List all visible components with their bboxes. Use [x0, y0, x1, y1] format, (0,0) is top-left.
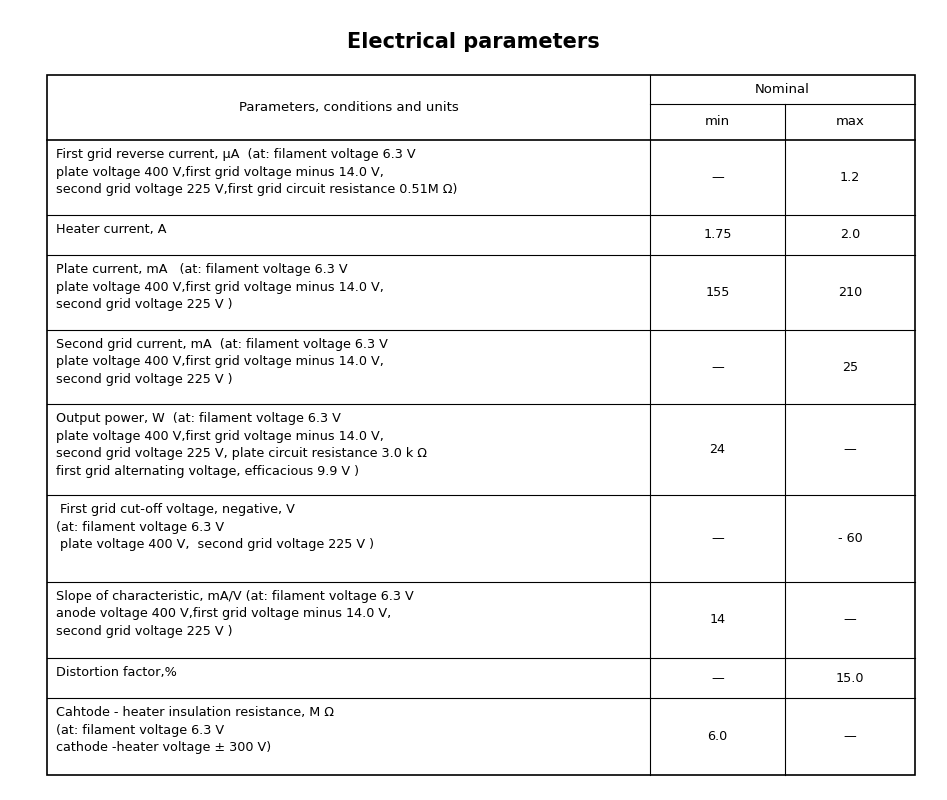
- Text: —: —: [844, 614, 856, 626]
- Text: Cahtode - heater insulation resistance, M Ω
(at: filament voltage 6.3 V
cathode : Cahtode - heater insulation resistance, …: [56, 706, 334, 754]
- Text: Plate current, mA   (at: filament voltage 6.3 V
plate voltage 400 V,first grid v: Plate current, mA (at: filament voltage …: [56, 263, 384, 311]
- Text: First grid reverse current, μA  (at: filament voltage 6.3 V
plate voltage 400 V,: First grid reverse current, μA (at: fila…: [56, 148, 457, 196]
- Bar: [47, 75, 915, 775]
- Text: max: max: [835, 115, 865, 129]
- Text: First grid cut-off voltage, negative, V
(at: filament voltage 6.3 V
 plate volta: First grid cut-off voltage, negative, V …: [56, 503, 374, 551]
- Text: Nominal: Nominal: [755, 83, 810, 96]
- Text: - 60: - 60: [837, 532, 863, 545]
- Text: 1.75: 1.75: [704, 229, 732, 242]
- Text: 24: 24: [709, 443, 725, 456]
- Text: 155: 155: [706, 286, 730, 299]
- Text: —: —: [844, 443, 856, 456]
- Text: —: —: [711, 171, 724, 184]
- Text: Second grid current, mA  (at: filament voltage 6.3 V
plate voltage 400 V,first g: Second grid current, mA (at: filament vo…: [56, 338, 388, 386]
- Text: 210: 210: [838, 286, 862, 299]
- Text: 25: 25: [842, 361, 858, 374]
- Text: 2.0: 2.0: [840, 229, 860, 242]
- Text: 15.0: 15.0: [835, 672, 865, 685]
- Text: Electrical parameters: Electrical parameters: [348, 32, 599, 52]
- Text: 1.2: 1.2: [840, 171, 860, 184]
- Text: —: —: [844, 730, 856, 743]
- Text: —: —: [711, 532, 724, 545]
- Text: Slope of characteristic, mA/V (at: filament voltage 6.3 V
anode voltage 400 V,fi: Slope of characteristic, mA/V (at: filam…: [56, 590, 414, 638]
- Text: 14: 14: [709, 614, 725, 626]
- Text: Output power, W  (at: filament voltage 6.3 V
plate voltage 400 V,first grid volt: Output power, W (at: filament voltage 6.…: [56, 413, 427, 478]
- Text: —: —: [711, 672, 724, 685]
- Text: Distortion factor,%: Distortion factor,%: [56, 666, 177, 679]
- Text: Parameters, conditions and units: Parameters, conditions and units: [239, 101, 458, 114]
- Text: 6.0: 6.0: [707, 730, 727, 743]
- Text: Heater current, A: Heater current, A: [56, 223, 167, 236]
- Text: —: —: [711, 361, 724, 374]
- Text: min: min: [705, 115, 730, 129]
